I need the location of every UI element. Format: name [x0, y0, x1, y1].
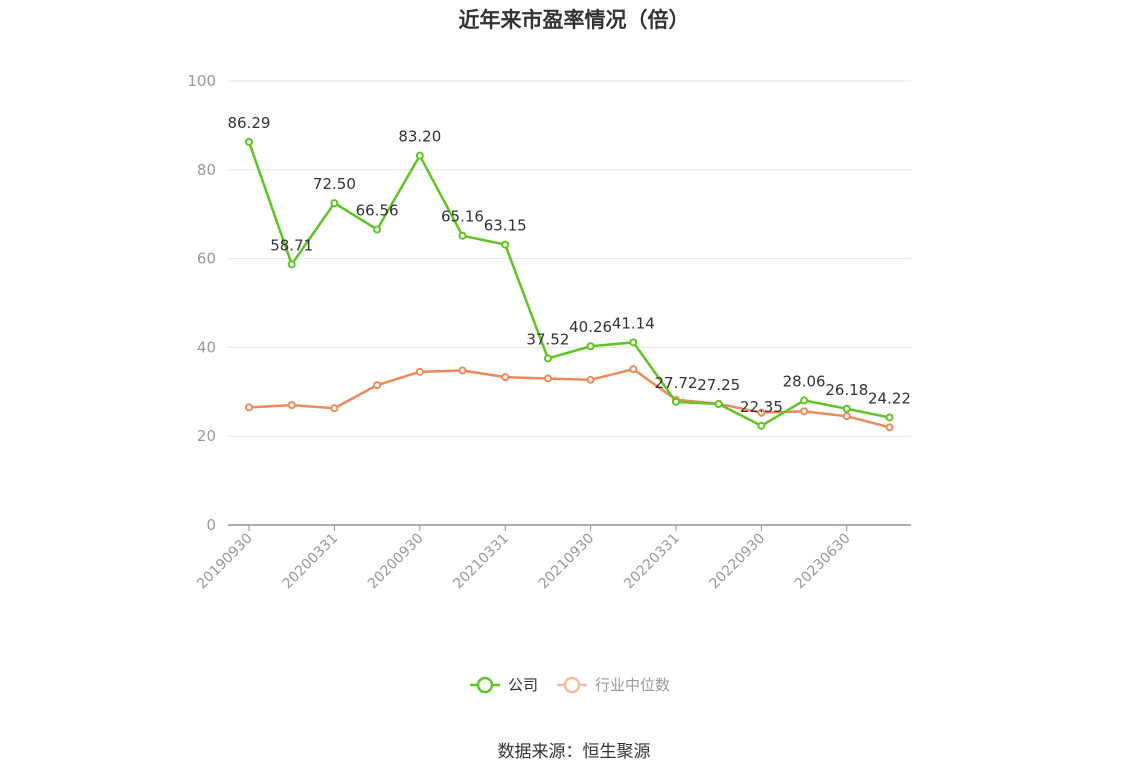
y-tick-label: 60	[197, 250, 216, 268]
legend-label: 公司	[508, 676, 538, 694]
chart-title: 近年来市盈率情况（倍）	[458, 8, 690, 32]
legend-item-company[interactable]: 公司	[470, 676, 538, 694]
data-point[interactable]	[586, 375, 595, 384]
legend-marker-icon	[563, 676, 581, 694]
data-point[interactable]	[373, 225, 382, 234]
data-point[interactable]	[757, 421, 766, 430]
data-label: 27.72	[655, 374, 698, 392]
data-point[interactable]	[287, 401, 296, 410]
x-tick-label: 20220930	[707, 531, 769, 593]
data-label: 63.15	[484, 217, 527, 235]
data-point[interactable]	[714, 400, 723, 409]
x-tick-label: 20200930	[365, 531, 427, 593]
data-point[interactable]	[458, 231, 467, 240]
data-point[interactable]	[415, 367, 424, 376]
x-tick-label: 20210930	[536, 531, 598, 593]
legend-label: 行业中位数	[595, 676, 670, 694]
data-label: 41.14	[612, 314, 655, 332]
data-point[interactable]	[842, 412, 851, 421]
data-label: 37.52	[526, 330, 569, 348]
legend[interactable]: 公司 行业中位数	[470, 676, 670, 694]
data-label: 83.20	[398, 128, 441, 146]
data-label: 65.16	[441, 208, 484, 226]
x-tick-label: 20230630	[792, 531, 854, 593]
series-layer	[245, 137, 894, 432]
data-label: 72.50	[313, 175, 356, 193]
data-label: 86.29	[228, 114, 271, 132]
data-label: 27.25	[697, 376, 740, 394]
data-point[interactable]	[287, 260, 296, 269]
data-label: 22.35	[740, 398, 783, 416]
data-point[interactable]	[245, 137, 253, 146]
x-tick-label: 20190930	[194, 531, 256, 593]
series-line-company	[247, 141, 890, 428]
grid-layer	[228, 80, 911, 437]
y-tick-label: 0	[206, 516, 216, 534]
data-point[interactable]	[629, 338, 638, 347]
data-point[interactable]	[501, 240, 510, 249]
data-point[interactable]	[885, 423, 894, 432]
data-point[interactable]	[842, 404, 851, 413]
y-tick-label: 80	[197, 161, 216, 179]
data-point[interactable]	[800, 407, 809, 416]
source-text: 数据来源：恒生聚源	[497, 742, 651, 762]
data-point[interactable]	[800, 396, 809, 405]
data-point[interactable]	[885, 413, 894, 422]
data-label: 66.56	[356, 201, 399, 219]
data-label: 28.06	[783, 372, 826, 390]
data-point[interactable]	[501, 373, 510, 382]
data-point[interactable]	[245, 403, 253, 412]
data-point[interactable]	[629, 365, 638, 374]
data-label: 24.22	[868, 389, 911, 407]
data-point[interactable]	[330, 404, 339, 413]
x-tick-label: 20200331	[280, 531, 342, 593]
data-point[interactable]	[672, 397, 680, 406]
data-point[interactable]	[757, 408, 766, 417]
y-tick-label: 40	[197, 338, 216, 356]
data-point[interactable]	[543, 374, 552, 383]
legend-item-industry-median[interactable]: 行业中位数	[557, 676, 670, 694]
data-label: 40.26	[569, 318, 612, 336]
data-point[interactable]	[415, 151, 424, 160]
data-point[interactable]	[373, 381, 382, 390]
data-point[interactable]	[458, 366, 467, 375]
legend-marker-icon	[476, 676, 494, 694]
data-label: 26.18	[825, 381, 868, 399]
data-label: 58.71	[270, 236, 313, 254]
y-tick-label: 20	[197, 427, 216, 445]
data-point[interactable]	[543, 354, 552, 363]
y-tick-label: 100	[187, 72, 216, 90]
data-point[interactable]	[586, 342, 595, 351]
x-tick-label: 20220331	[621, 531, 683, 593]
x-tick-label: 20210331	[450, 531, 512, 593]
data-point[interactable]	[330, 199, 339, 208]
